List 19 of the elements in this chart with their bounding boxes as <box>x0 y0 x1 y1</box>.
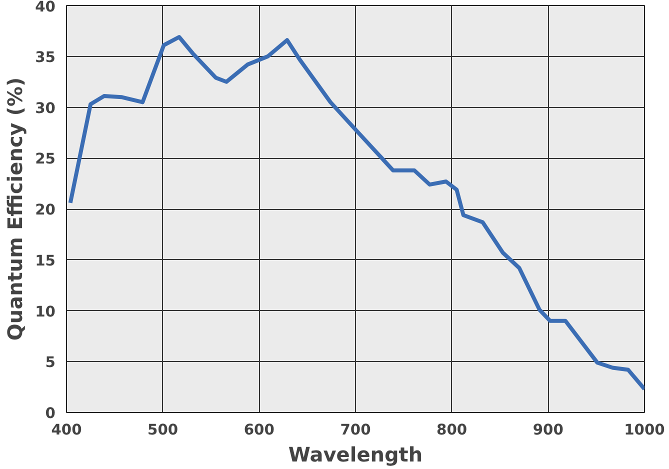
x-tick-label: 900 <box>532 422 564 438</box>
x-tick-label: 400 <box>51 422 82 438</box>
x-tick-label: 1000 <box>624 422 665 438</box>
y-axis-title: Quantum Efficiency (%) <box>3 77 28 341</box>
y-tick-label: 0 <box>45 405 56 422</box>
line-series <box>68 35 644 392</box>
x-tick-label: 700 <box>340 422 371 438</box>
x-axis-title: Wavelength <box>288 442 423 466</box>
y-tick-label: 20 <box>35 202 56 218</box>
y-tick-label: 25 <box>35 150 56 168</box>
y-tick-label: 35 <box>35 48 56 66</box>
y-tick-label: 10 <box>35 303 56 320</box>
y-tick-label: 5 <box>45 354 56 372</box>
x-tick-label: 800 <box>436 422 468 438</box>
x-tick-label: 600 <box>244 422 274 438</box>
y-tick-label: 40 <box>35 0 56 16</box>
y-tick-label: 30 <box>35 100 56 117</box>
y-tick-label: 15 <box>35 252 56 270</box>
x-tick-label: 500 <box>148 422 178 438</box>
